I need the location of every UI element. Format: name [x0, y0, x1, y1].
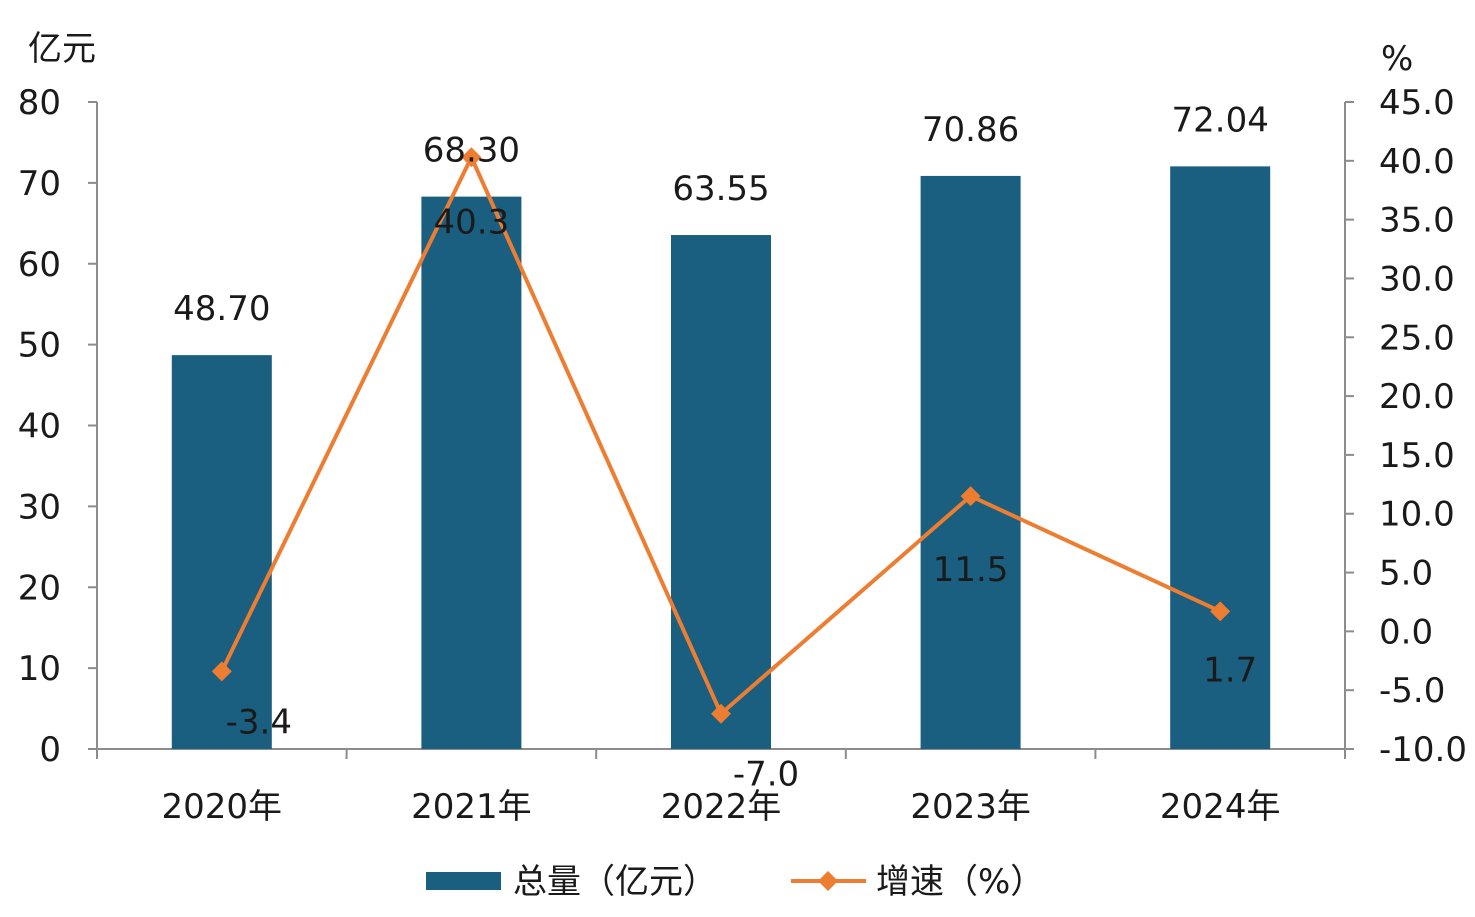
- bar-value-label: 70.86: [922, 110, 1019, 150]
- line-value-label: -7.0: [733, 755, 799, 795]
- legend-bar-swatch: [426, 872, 501, 890]
- bar: [1170, 166, 1271, 750]
- line-group: [211, 147, 1231, 724]
- left-y-tick-label: 10: [18, 649, 61, 689]
- left-y-tick-label: 20: [18, 568, 61, 608]
- left-y-tick-label: 40: [18, 407, 61, 447]
- line-point-marker: [461, 147, 482, 168]
- line-point-marker: [960, 486, 981, 507]
- bar: [421, 196, 522, 749]
- left-y-tick-label: 80: [18, 83, 61, 123]
- line-point-marker: [711, 703, 731, 724]
- legend-line-label: 增速（%）: [876, 862, 1044, 902]
- x-category-label: 2021年: [411, 787, 532, 827]
- right-y-tick-label: 35.0: [1379, 201, 1455, 241]
- left-axis-unit-label: 亿元: [28, 29, 96, 69]
- line-point-marker: [211, 661, 232, 682]
- right-y-tick-label: 45.0: [1379, 83, 1455, 123]
- bar-value-label: 48.70: [173, 289, 270, 329]
- right-y-tick-label: 5.0: [1379, 554, 1433, 594]
- left-y-tick-label: 60: [18, 245, 61, 285]
- bar-value-label: 68.30: [423, 131, 520, 171]
- line-point-marker: [1210, 601, 1231, 622]
- bar: [920, 175, 1021, 750]
- line-value-label: 11.5: [933, 550, 1009, 590]
- bar: [171, 355, 272, 749]
- axes-group: 0 10 20 30 40 50 60 70 80 亿元 -10.0 -5.0 0.0 5.0 10.0 15…: [18, 29, 1467, 827]
- left-y-tick-label: 30: [18, 487, 61, 527]
- x-category-label: 2023年: [910, 787, 1031, 827]
- bar: [671, 235, 771, 749]
- line-value-label: -3.4: [226, 702, 292, 742]
- left-y-tick-label: 0: [39, 730, 61, 770]
- bar-value-label: 63.55: [672, 169, 769, 209]
- bar-value-label: 72.04: [1172, 100, 1269, 140]
- right-y-tick-label: 25.0: [1379, 318, 1455, 358]
- right-y-tick-label: 15.0: [1379, 436, 1455, 476]
- right-y-tick-label: 0.0: [1379, 612, 1433, 652]
- right-y-tick-label: 10.0: [1379, 495, 1455, 535]
- right-y-tick-label: -10.0: [1379, 730, 1467, 770]
- right-y-tick-label: 30.0: [1379, 259, 1455, 299]
- legend-line-marker: [818, 871, 838, 891]
- left-y-tick-label: 50: [18, 326, 61, 366]
- legend: 总量（亿元） 增速（%）: [426, 862, 1044, 902]
- bars-group: [171, 166, 1271, 750]
- x-category-label: 2024年: [1160, 787, 1281, 827]
- legend-bar-label: 总量（亿元）: [513, 862, 717, 902]
- line-value-label: 40.3: [434, 202, 510, 242]
- right-y-tick-label: -5.0: [1379, 671, 1445, 711]
- right-y-tick-label: 40.0: [1379, 142, 1455, 182]
- x-category-label: 2022年: [661, 787, 782, 827]
- data-labels-group: 48.70 68.30 63.55 70.86 72.04 -3.4 40.3 -7.0 11.…: [173, 100, 1269, 794]
- right-y-tick-label: 20.0: [1379, 377, 1455, 417]
- right-axis-unit-label: %: [1381, 39, 1413, 79]
- line-value-label: 1.7: [1203, 650, 1257, 690]
- left-y-tick-label: 70: [18, 164, 61, 204]
- x-category-label: 2020年: [162, 787, 283, 827]
